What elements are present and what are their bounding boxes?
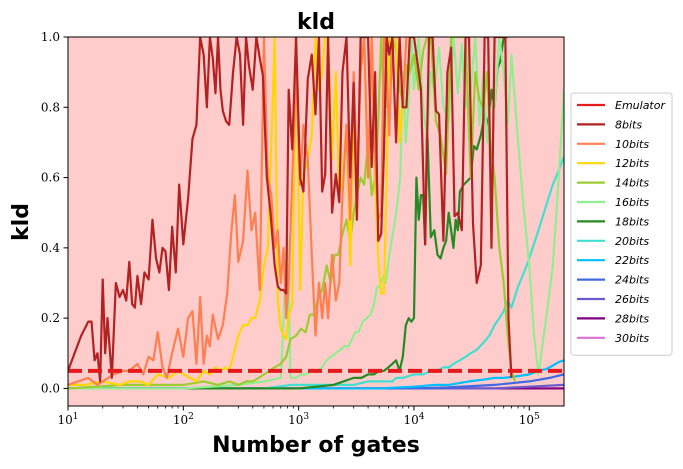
legend-label-16bits: 16bits <box>615 196 649 209</box>
series-line-24bits <box>68 373 564 390</box>
x-tick-label: 102 <box>173 412 194 427</box>
series-line-18bits <box>68 37 508 390</box>
legend-label-14bits: 14bits <box>615 177 649 190</box>
legend-label-8bits: 8bits <box>615 118 642 131</box>
legend-label-12bits: 12bits <box>615 157 649 170</box>
legend-label-26bits: 26bits <box>615 293 649 306</box>
legend-box <box>570 92 673 356</box>
y-tick-label: 1.0 <box>41 30 60 44</box>
series-line-14bits <box>68 37 516 390</box>
y-tick-label: 0.2 <box>41 311 60 325</box>
x-axis-ticks: 101 102 103 104 105 <box>57 406 540 427</box>
legend-label-22bits: 22bits <box>615 254 649 267</box>
series-line-8bits <box>68 37 513 383</box>
y-tick-label: 0.6 <box>41 171 60 185</box>
y-axis-ticks: 0.0 0.2 0.4 0.6 0.8 1.0 <box>41 30 68 395</box>
x-tick-label: 105 <box>519 412 540 427</box>
plot-frame <box>67 36 565 407</box>
legend-label-30bits: 30bits <box>615 332 649 345</box>
x-tick-label: 104 <box>403 412 424 427</box>
y-tick-label: 0.4 <box>41 241 60 255</box>
series-line-20bits <box>68 156 564 390</box>
series-layer <box>68 37 564 390</box>
series-line-10bits <box>68 37 408 387</box>
y-axis-label: kld <box>9 203 34 241</box>
legend-label-20bits: 20bits <box>615 235 649 248</box>
y-tick-label: 0.8 <box>41 100 60 114</box>
legend-label-emulator: Emulator <box>615 99 666 112</box>
chart-title: kld <box>297 10 335 35</box>
legend-label-28bits: 28bits <box>615 312 649 325</box>
series-line-22bits <box>68 359 564 390</box>
legend-label-18bits: 18bits <box>615 215 649 228</box>
legend-label-24bits: 24bits <box>615 274 649 287</box>
x-axis-label: Number of gates <box>212 433 420 458</box>
x-tick-label: 103 <box>288 412 309 427</box>
legend: Emulator 8bits 10bits 12bits 14bits 16bits 18b… <box>570 92 673 356</box>
legend-label-10bits: 10bits <box>615 138 649 151</box>
y-tick-label: 0.0 <box>41 381 60 395</box>
x-tick-label: 101 <box>57 412 78 427</box>
